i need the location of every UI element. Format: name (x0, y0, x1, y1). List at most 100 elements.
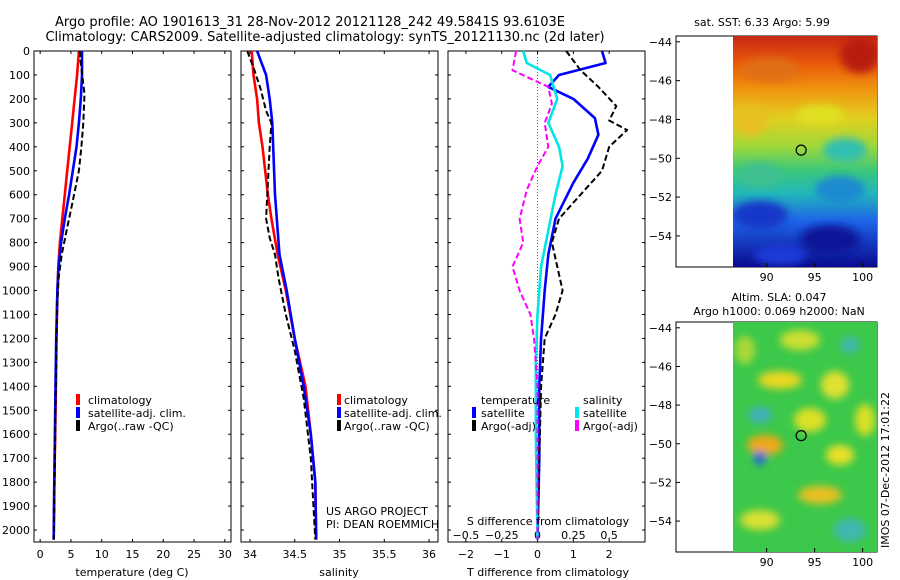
legend-swatch-t-argo (472, 420, 476, 431)
sla-map-field (733, 322, 877, 552)
signature-line2: PI: DEAN ROEMMICH (326, 518, 439, 531)
x-tick-label: 0 (534, 548, 541, 561)
y-tick-label: 1100 (2, 308, 30, 321)
difference-panel: −2 −1 0 1 2 −0.5 −0.25 0 0.25 0.5 temperature sa… (447, 50, 646, 579)
sst-x-ticks: 90 95 100 (760, 263, 873, 284)
sst-blob (740, 58, 800, 82)
top-x-tick-label: −0.5 (453, 529, 480, 542)
difference-y-ticks (448, 50, 645, 531)
x-tick-label: 15 (126, 548, 140, 561)
y-tick-label: 1600 (2, 428, 30, 441)
top-x-tick-label: 0.5 (600, 529, 618, 542)
top-x-tick-label: −0.25 (485, 529, 519, 542)
sla-blob (748, 407, 772, 423)
y-tick-label: 2000 (2, 524, 30, 537)
title-line2: Climatology: CARS2009. Satellite-adjuste… (45, 30, 604, 45)
x-tick-label: 0 (37, 548, 44, 561)
map-y-tick-label: −46 (649, 75, 672, 88)
legend-label-satellite: satellite-adj. clim. (88, 407, 186, 420)
salinity-x-label: salinity (319, 566, 359, 579)
sla-map-panel: Altim. SLA: 0.047 Argo h1000: 0.069 h200… (649, 291, 878, 569)
series-line-argo-raw-qc- (246, 51, 317, 540)
y-tick-label: 400 (9, 141, 30, 154)
map-x-tick-label: 90 (760, 556, 774, 569)
sla-blob (794, 408, 826, 432)
sst-map-blobs (733, 37, 877, 265)
sst-blob (815, 176, 865, 204)
legend-swatch-argo (76, 420, 80, 431)
map-x-tick-label: 100 (852, 556, 873, 569)
x-tick-label: −2 (458, 548, 474, 561)
map-y-tick-label: −50 (649, 152, 672, 165)
sla-blob (735, 336, 755, 364)
y-tick-label: 0 (23, 45, 30, 58)
map-x-tick-label: 95 (808, 271, 822, 284)
sla-y-ticks: −44 −46 −48 −50 −52 −54 (649, 322, 680, 528)
y-tick-label: 500 (9, 165, 30, 178)
sla-blob (834, 518, 866, 542)
legend-swatch-satellite (76, 407, 80, 418)
legend-label-t-argo: Argo(-adj) (481, 420, 536, 433)
x-tick-label: 20 (156, 548, 170, 561)
map-y-tick-label: −54 (649, 230, 672, 243)
legend-swatch-climatology (337, 394, 341, 405)
legend-label-s-argo: Argo(-adj) (583, 420, 638, 433)
legend-swatch-argo (337, 420, 341, 431)
map-y-tick-label: −48 (649, 399, 672, 412)
top-x-tick-label: 0.25 (561, 529, 586, 542)
sla-map-title2: Argo h1000: 0.069 h2000: NaN (693, 305, 865, 318)
map-y-tick-label: −44 (649, 36, 672, 49)
sla-blob (747, 435, 783, 455)
argo-position-marker (795, 430, 807, 442)
y-tick-label: 1300 (2, 356, 30, 369)
sla-blob (821, 371, 849, 399)
sla-map-blobs (735, 330, 875, 542)
x-tick-label: 35 (333, 548, 347, 561)
y-tick-label: 300 (9, 117, 30, 130)
series-line-satellite-adj-clim- (255, 51, 318, 540)
x-tick-label: −1 (494, 548, 510, 561)
map-y-tick-label: −44 (649, 322, 672, 335)
sla-blob (740, 510, 780, 530)
legend-title-salinity: salinity (583, 394, 623, 407)
map-y-tick-label: −48 (649, 113, 672, 126)
sst-blob (733, 104, 768, 136)
legend-label-climatology: climatology (88, 394, 152, 407)
y-tick-label: 600 (9, 189, 30, 202)
sst-map-panel: sat. SST: 6.33 Argo: 5.99 (649, 16, 878, 284)
map-y-tick-label: −52 (649, 191, 672, 204)
sst-blob (823, 138, 867, 162)
x-tick-label: 30 (218, 548, 232, 561)
series-line-t-satellite (536, 51, 607, 540)
series-line-t-argo (536, 51, 629, 540)
temperature-axes-box (33, 50, 232, 543)
legend-swatch-s-satellite (575, 407, 579, 418)
legend-swatch-climatology (76, 394, 80, 405)
map-y-tick-label: −46 (649, 360, 672, 373)
x-tick-label: 2 (606, 548, 613, 561)
x-tick-label: 10 (95, 548, 109, 561)
difference-lines (511, 51, 629, 540)
sla-blob (840, 337, 860, 353)
sst-blob (800, 225, 860, 255)
x-tick-label: 34.5 (282, 548, 307, 561)
map-x-tick-label: 90 (760, 271, 774, 284)
difference-top-x-ticks: −0.5 −0.25 0 0.25 0.5 (453, 529, 618, 542)
sst-blob (754, 245, 806, 265)
series-line-argo-raw-qc- (52, 51, 86, 540)
difference-x-ticks: −2 −1 0 1 2 (458, 51, 613, 561)
sst-map-title: sat. SST: 6.33 Argo: 5.99 (694, 16, 830, 29)
legend-swatch-s-argo (575, 420, 579, 431)
legend-label-climatology: climatology (344, 394, 408, 407)
y-tick-label: 1400 (2, 380, 30, 393)
footer-vertical-text: IMOS 07-Dec-2012 17:01:22 (879, 392, 892, 548)
sla-blob (826, 445, 854, 465)
y-tick-label: 1800 (2, 476, 30, 489)
sla-x-ticks: 90 95 100 (760, 548, 873, 569)
y-tick-label: 700 (9, 213, 30, 226)
salinity-legend: climatology satellite-adj. clim. Argo(..… (337, 394, 442, 433)
sst-map-field (733, 36, 877, 267)
sst-blob (795, 105, 845, 125)
argo-position-marker (795, 144, 807, 156)
x-tick-label: 35.5 (372, 548, 397, 561)
